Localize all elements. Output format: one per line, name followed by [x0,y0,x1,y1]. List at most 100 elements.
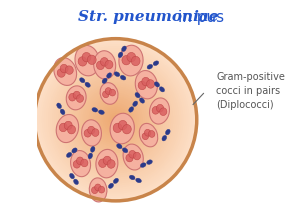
Ellipse shape [140,98,145,103]
Circle shape [79,83,152,156]
Ellipse shape [147,160,152,165]
Ellipse shape [75,45,99,76]
Text: Str. pneumoniae: Str. pneumoniae [78,10,218,24]
Ellipse shape [135,93,140,98]
Ellipse shape [65,66,73,74]
Ellipse shape [95,184,101,191]
Circle shape [83,87,148,152]
Ellipse shape [127,52,136,62]
Ellipse shape [91,147,95,152]
Ellipse shape [60,64,68,73]
Ellipse shape [131,56,140,66]
Ellipse shape [123,144,143,170]
Ellipse shape [78,57,87,66]
Circle shape [57,61,175,178]
Ellipse shape [60,109,65,115]
Circle shape [75,79,156,160]
Ellipse shape [64,121,72,130]
Ellipse shape [136,178,141,183]
Ellipse shape [68,125,76,134]
Ellipse shape [103,91,109,98]
Circle shape [43,47,189,193]
Ellipse shape [160,108,167,115]
Circle shape [85,89,146,150]
Circle shape [101,106,130,134]
Ellipse shape [81,159,88,167]
Ellipse shape [54,58,76,85]
Ellipse shape [88,153,92,159]
Circle shape [51,55,181,185]
Ellipse shape [88,126,95,134]
Ellipse shape [133,152,140,160]
Circle shape [63,67,168,172]
Circle shape [98,101,134,138]
Ellipse shape [100,83,118,104]
Ellipse shape [129,107,134,112]
Ellipse shape [98,110,104,114]
Circle shape [89,93,142,146]
Ellipse shape [76,95,84,102]
Ellipse shape [84,129,91,137]
Ellipse shape [72,148,77,153]
Ellipse shape [153,61,159,65]
Ellipse shape [166,129,170,135]
Ellipse shape [113,178,119,183]
Circle shape [45,49,187,191]
Ellipse shape [85,82,90,87]
Ellipse shape [76,157,84,165]
Circle shape [59,63,172,176]
Ellipse shape [105,88,112,94]
Circle shape [91,95,140,144]
Circle shape [106,110,126,130]
Ellipse shape [106,73,112,78]
Ellipse shape [145,129,151,136]
Ellipse shape [122,46,126,52]
Ellipse shape [122,56,131,65]
Ellipse shape [96,149,118,178]
Ellipse shape [140,163,146,167]
Ellipse shape [92,108,98,112]
Ellipse shape [87,55,96,64]
Circle shape [37,41,195,199]
Ellipse shape [156,104,164,112]
Ellipse shape [162,135,166,141]
Ellipse shape [109,89,116,96]
Circle shape [73,77,158,162]
Ellipse shape [126,154,133,162]
Ellipse shape [148,131,155,137]
Ellipse shape [118,52,123,58]
Ellipse shape [149,98,170,124]
Ellipse shape [96,61,104,70]
Ellipse shape [142,77,150,86]
Ellipse shape [74,179,78,184]
Ellipse shape [133,101,138,106]
Ellipse shape [67,153,72,157]
Ellipse shape [129,151,136,158]
Circle shape [47,51,184,189]
Ellipse shape [122,125,131,134]
Ellipse shape [73,161,80,168]
Ellipse shape [113,123,122,133]
Ellipse shape [103,156,111,165]
Circle shape [93,97,138,142]
Circle shape [95,99,136,140]
Ellipse shape [94,51,116,79]
Ellipse shape [107,160,115,168]
Ellipse shape [135,71,158,99]
Ellipse shape [117,144,122,149]
Ellipse shape [108,183,113,188]
Ellipse shape [59,123,67,132]
Ellipse shape [66,86,86,110]
Circle shape [87,91,144,148]
Ellipse shape [100,57,108,66]
Circle shape [53,57,178,183]
Ellipse shape [99,159,106,168]
Ellipse shape [98,186,105,193]
Ellipse shape [102,78,107,83]
Ellipse shape [92,187,98,194]
Ellipse shape [114,72,120,77]
Circle shape [55,59,176,181]
Circle shape [61,65,170,174]
Circle shape [71,75,160,164]
Circle shape [99,103,132,136]
